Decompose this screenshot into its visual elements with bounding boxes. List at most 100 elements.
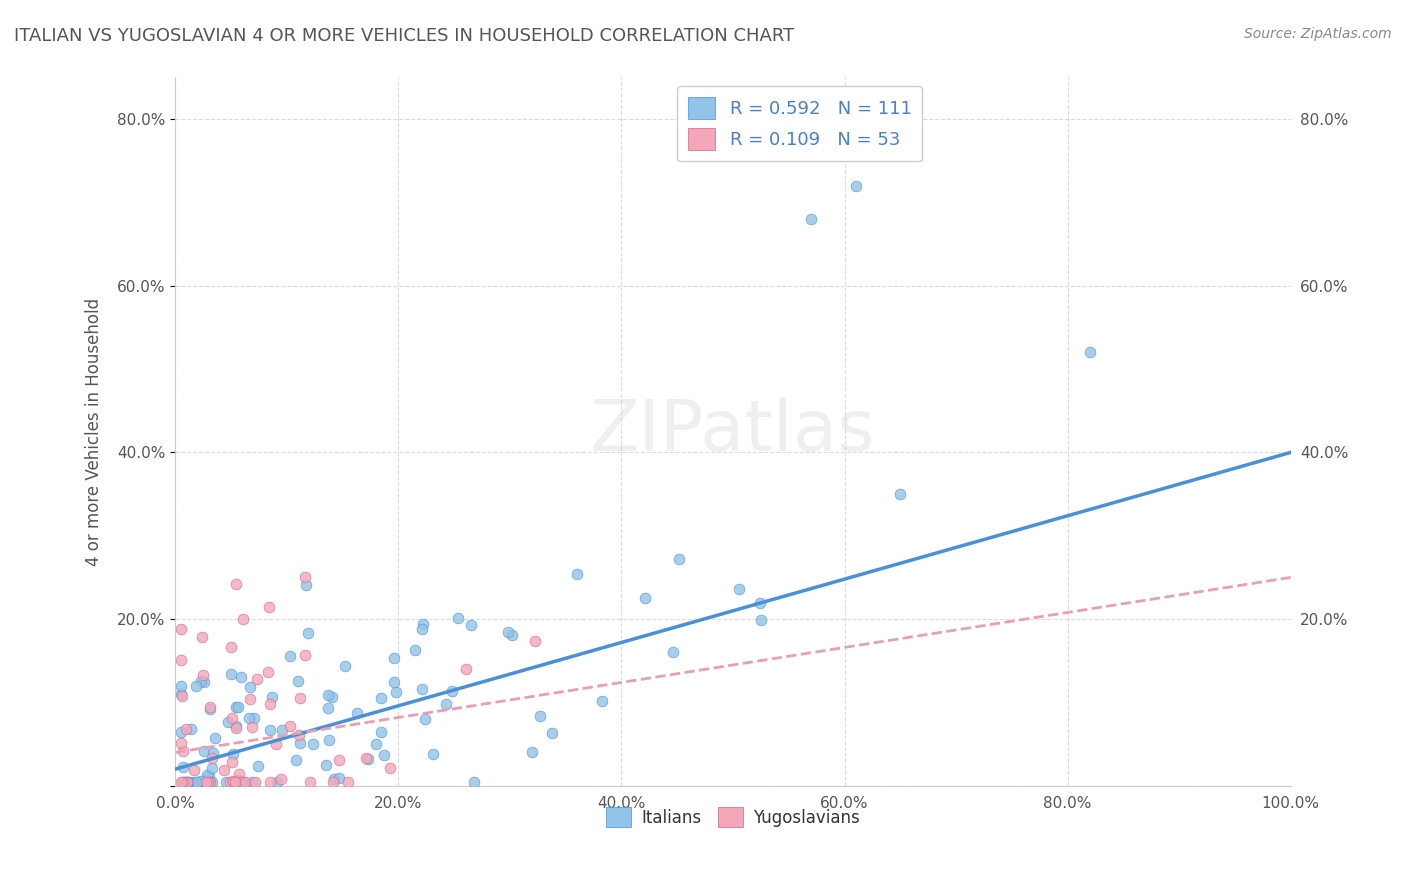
Point bbox=[180, 722, 202, 736]
Point bbox=[299, 774, 322, 789]
Point bbox=[226, 772, 249, 787]
Point bbox=[191, 631, 214, 645]
Point bbox=[214, 764, 236, 778]
Point bbox=[198, 774, 221, 789]
Point bbox=[278, 649, 301, 664]
Point bbox=[1078, 345, 1101, 359]
Point bbox=[266, 737, 288, 751]
Point bbox=[240, 720, 263, 734]
Point bbox=[170, 687, 193, 701]
Point bbox=[728, 582, 751, 597]
Point bbox=[315, 757, 337, 772]
Point bbox=[328, 771, 350, 785]
Point bbox=[177, 774, 200, 789]
Point bbox=[411, 681, 433, 696]
Point bbox=[460, 617, 482, 632]
Point bbox=[366, 737, 388, 751]
Point bbox=[496, 625, 519, 640]
Point bbox=[335, 659, 357, 673]
Point bbox=[354, 750, 377, 764]
Point bbox=[201, 746, 224, 760]
Point bbox=[541, 726, 564, 740]
Point bbox=[204, 731, 226, 745]
Point bbox=[271, 723, 294, 738]
Point bbox=[370, 725, 392, 739]
Point bbox=[170, 724, 193, 739]
Point bbox=[257, 599, 280, 614]
Point bbox=[370, 690, 392, 705]
Y-axis label: 4 or more Vehicles in Household: 4 or more Vehicles in Household bbox=[86, 298, 103, 566]
Point bbox=[380, 761, 402, 775]
Point bbox=[295, 578, 318, 592]
Point bbox=[194, 774, 217, 789]
Point bbox=[454, 662, 477, 676]
Point bbox=[373, 747, 395, 762]
Point bbox=[357, 752, 380, 766]
Point bbox=[322, 774, 344, 789]
Point bbox=[214, 774, 236, 789]
Point bbox=[322, 772, 344, 786]
Point bbox=[316, 688, 339, 702]
Point bbox=[529, 708, 551, 723]
Point bbox=[668, 552, 690, 566]
Point bbox=[404, 643, 426, 657]
Point bbox=[240, 774, 263, 789]
Point bbox=[231, 774, 253, 789]
Point bbox=[221, 640, 243, 654]
Point bbox=[246, 672, 269, 686]
Point bbox=[259, 774, 281, 789]
Point bbox=[174, 722, 197, 736]
Point bbox=[316, 700, 339, 714]
Point bbox=[565, 567, 588, 582]
Point bbox=[225, 719, 247, 733]
Point bbox=[222, 773, 245, 788]
Point bbox=[176, 774, 198, 789]
Point bbox=[170, 653, 193, 667]
Point bbox=[501, 627, 523, 641]
Point bbox=[225, 700, 247, 714]
Point bbox=[633, 591, 655, 606]
Point bbox=[262, 690, 284, 704]
Point bbox=[176, 774, 198, 789]
Point bbox=[751, 613, 773, 627]
Point bbox=[384, 684, 406, 698]
Point bbox=[197, 774, 219, 789]
Point bbox=[181, 774, 204, 789]
Point bbox=[177, 774, 200, 789]
Point bbox=[233, 774, 256, 789]
Point bbox=[239, 692, 262, 706]
Point bbox=[246, 759, 269, 773]
Point bbox=[259, 723, 281, 737]
Text: Source: ZipAtlas.com: Source: ZipAtlas.com bbox=[1244, 27, 1392, 41]
Point bbox=[270, 772, 292, 787]
Point bbox=[591, 694, 613, 708]
Point bbox=[193, 744, 215, 758]
Point bbox=[436, 697, 458, 711]
Point bbox=[287, 673, 309, 688]
Legend: Italians, Yugoslavians: Italians, Yugoslavians bbox=[599, 800, 866, 834]
Point bbox=[411, 622, 433, 636]
Point bbox=[243, 774, 266, 789]
Point bbox=[172, 689, 194, 703]
Point bbox=[170, 774, 193, 789]
Point bbox=[201, 774, 224, 789]
Point bbox=[302, 737, 325, 751]
Point bbox=[201, 761, 224, 775]
Text: ITALIAN VS YUGOSLAVIAN 4 OR MORE VEHICLES IN HOUSEHOLD CORRELATION CHART: ITALIAN VS YUGOSLAVIAN 4 OR MORE VEHICLE… bbox=[14, 27, 794, 45]
Point bbox=[191, 668, 214, 682]
Point bbox=[218, 774, 240, 789]
Point bbox=[288, 736, 311, 750]
Point bbox=[294, 570, 316, 584]
Point bbox=[174, 774, 197, 789]
Point bbox=[200, 700, 222, 714]
Point bbox=[226, 699, 249, 714]
Point bbox=[243, 711, 266, 725]
Point bbox=[198, 769, 221, 783]
Point bbox=[183, 763, 205, 777]
Point bbox=[231, 774, 253, 789]
Point bbox=[662, 645, 685, 659]
Point bbox=[297, 625, 319, 640]
Text: ZIPatlas: ZIPatlas bbox=[591, 397, 876, 467]
Point bbox=[170, 623, 193, 637]
Point bbox=[219, 667, 242, 681]
